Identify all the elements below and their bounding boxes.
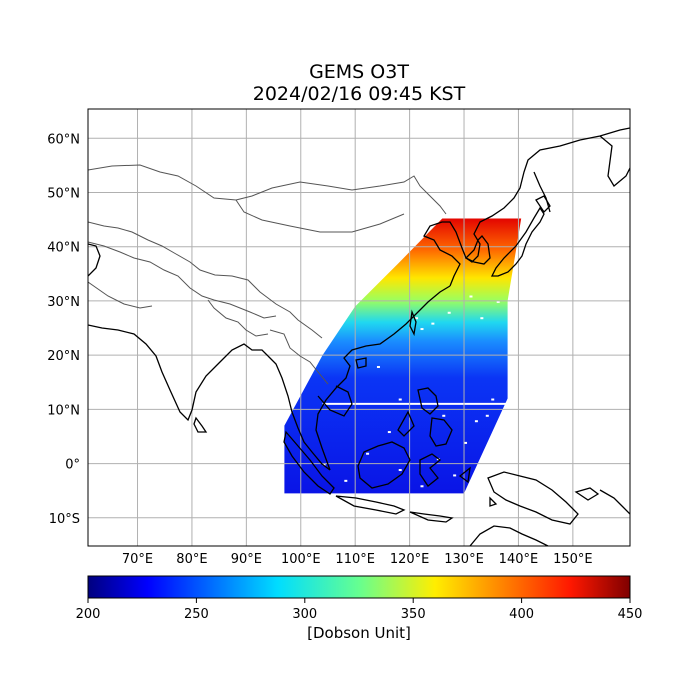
map-title-line2: 2024/02/16 09:45 KST [252,83,466,105]
lon-tick-label-1: 80°E [176,552,207,567]
gap-spot-20 [387,431,391,434]
colorbar-tick-label-1: 250 [184,607,209,622]
gap-spot-5 [496,300,500,303]
gap-spot-18 [453,474,457,477]
lon-tick-label-5: 120°E [390,552,430,567]
lat-tick-label-5: 10°N [47,403,80,418]
lon-tick-label-7: 140°E [499,552,539,567]
gap-spot-12 [464,441,468,444]
longitude-tick-labels: 70°E 80°E 90°E 100°E 110°E 120°E 130°E 140°E 150… [122,552,593,567]
gap-stripe [322,402,508,405]
graticule [88,109,630,546]
colorbar-tick-label-0: 200 [76,607,101,622]
lat-tick-label-1: 50°N [47,186,80,201]
colorbar-unit-label: [Dobson Unit] [307,624,411,642]
map-title-line1: GEMS O3T [309,61,409,83]
lon-tick-label-8: 150°E [553,552,593,567]
ozone-swath [284,218,522,494]
colorbar-tick-label-2: 300 [292,607,317,622]
gap-spot-17 [420,485,424,488]
lat-tick-label-3: 30°N [47,295,80,310]
lat-tick-label-0: 60°N [47,132,80,147]
latitude-tick-labels: 60°N 50°N 40°N 30°N 20°N 10°N 0° 10°S [47,132,80,527]
gap-spot-19 [322,463,326,466]
gap-spot-21 [485,414,489,417]
gap-spot-10 [474,420,478,423]
colorbar: 200 250 300 350 400 450 [76,575,643,622]
colorbar-tick-label-5: 450 [618,607,643,622]
gap-spot-2 [415,317,419,320]
map-frame [87,108,631,547]
lon-tick-label-2: 90°E [231,552,262,567]
colorbar-tick-label-3: 350 [401,607,426,622]
colorbar-gradient [87,575,631,599]
gap-spot-11 [491,398,495,401]
gap-spot-16 [344,479,348,482]
lon-tick-label-0: 70°E [122,552,153,567]
lat-tick-label-7: 10°S [49,512,80,527]
gap-spot-14 [398,469,402,472]
gap-spot-8 [398,398,402,401]
gap-spot-7 [376,365,380,368]
colorbar-tick-label-4: 400 [509,607,534,622]
gap-spot-9 [442,414,446,417]
lon-tick-label-6: 130°E [444,552,484,567]
lon-tick-label-3: 100°E [281,552,321,567]
colorbar-ticks: 200 250 300 350 400 450 [76,598,643,622]
lon-tick-label-4: 110°E [335,552,375,567]
lat-tick-label-6: 0° [65,458,80,473]
gap-spot-6 [469,295,473,298]
ozone-swath-fill [284,218,522,494]
gap-spot-3 [447,311,451,314]
gap-spot-15 [366,452,370,455]
lat-tick-label-2: 40°N [47,241,80,256]
gap-spot-4 [480,317,484,320]
gap-spot-1 [431,322,435,325]
lat-tick-label-4: 20°N [47,349,80,364]
cloud-gaps [322,295,508,488]
coastlines-borders [88,127,630,546]
gap-spot-0 [420,328,424,331]
